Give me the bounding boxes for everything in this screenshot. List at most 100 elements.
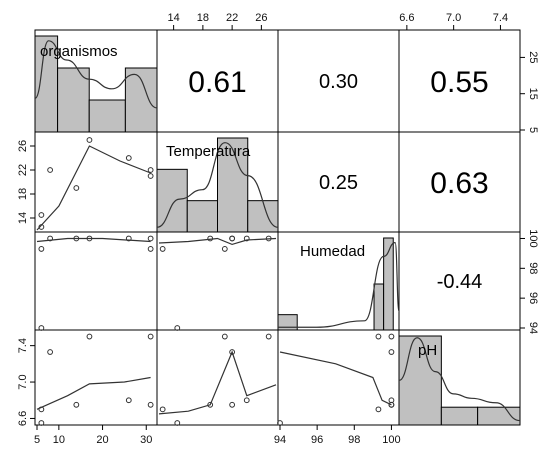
hist-bar-Temperatura-2 (217, 137, 249, 233)
panel-0-1 (156, 29, 279, 133)
tick-label: 96 (311, 434, 323, 446)
tick-label: 6.6 (17, 411, 29, 426)
panel-0-3 (398, 29, 521, 133)
variable-label-organismos: organismos (40, 43, 118, 60)
tick-label: 7.0 (17, 374, 29, 389)
scatter-point (86, 333, 93, 340)
panel-3-0 (34, 329, 158, 426)
scatter-point (174, 420, 181, 426)
scatter-point (147, 235, 154, 242)
scatter-point (229, 349, 236, 355)
variable-label-Temperatura: Temperatura (166, 143, 251, 160)
scatter-point (159, 246, 166, 252)
scatter-point (38, 246, 45, 252)
scatter-point (243, 397, 250, 404)
panel-1-0 (34, 131, 158, 233)
panel-2-0 (34, 231, 158, 331)
scatter-point (47, 167, 54, 173)
scatter-point (207, 401, 214, 408)
tick-label: 94 (274, 434, 286, 446)
scatter-point (159, 406, 166, 413)
hist-bar-pH-1 (440, 406, 479, 426)
scatter-point (221, 246, 228, 252)
scatter-point (147, 173, 154, 179)
scatter-point (47, 235, 54, 242)
tick-label: 22 (17, 164, 29, 176)
smooth-line (158, 350, 277, 415)
scatter-point (375, 333, 382, 340)
panel-1-2 (277, 131, 400, 233)
smooth-line (36, 145, 151, 231)
scatter-panel-3-1 (158, 333, 277, 426)
tick-label: 10 (53, 434, 65, 446)
smooth-line (36, 376, 151, 410)
tick-label: 94 (527, 322, 539, 334)
scatter-point (73, 185, 80, 191)
panel-3-1 (156, 329, 279, 426)
hist-bar-Humedad-2 (373, 283, 385, 331)
tick-label: 30 (140, 434, 152, 446)
hist-bar-organismos-1 (57, 67, 90, 133)
tick-label: 6.6 (399, 12, 414, 24)
correlation-value: 0.55 (430, 66, 488, 99)
hist-bar-organismos-2 (88, 99, 126, 133)
tick-label: 20 (96, 434, 108, 446)
scatter-panel-2-1 (158, 235, 277, 331)
variable-label-pH: pH (418, 342, 437, 359)
tick-label: 26 (255, 12, 267, 24)
scatter-point (221, 333, 228, 340)
tick-label: 22 (226, 12, 238, 24)
correlation-value: 0.30 (319, 71, 358, 93)
scatter-point (38, 420, 45, 426)
tick-label: 98 (527, 262, 539, 274)
scatter-point (147, 333, 154, 340)
scatter-point (174, 325, 181, 331)
scatter-point (375, 406, 382, 413)
tick-label: 18 (17, 188, 29, 200)
tick-label: 5 (527, 127, 539, 133)
smooth-line (36, 237, 151, 243)
scatter-point (229, 401, 236, 408)
scatter-point (265, 333, 272, 340)
tick-label: 7.4 (17, 338, 29, 353)
tick-label: 7.0 (446, 12, 461, 24)
scatter-point (388, 401, 395, 408)
density-curve-organismos (34, 40, 158, 109)
tick-label: 18 (197, 12, 209, 24)
correlation-value: -0.44 (437, 271, 483, 293)
scatter-point (38, 325, 45, 331)
hist-bar-Humedad-3 (383, 237, 394, 331)
scatter-point (73, 401, 80, 408)
smooth-line (279, 351, 392, 406)
scatter-panel-1-0 (36, 137, 154, 231)
scatter-panel-2-0 (36, 235, 154, 331)
panel-3-2 (277, 329, 400, 426)
density-curve-pH (398, 337, 521, 422)
scatter-point (86, 137, 93, 143)
scatter-panel-3-0 (36, 333, 154, 426)
tick-label: 96 (527, 292, 539, 304)
correlation-value: 0.63 (430, 167, 488, 200)
scatter-point (229, 235, 236, 242)
tick-label: 14 (168, 12, 180, 24)
hist-bar-Temperatura-3 (247, 200, 279, 233)
tick-label: 7.4 (493, 12, 508, 24)
tick-label: 5 (34, 434, 40, 446)
correlation-value: 0.61 (188, 66, 246, 99)
correlation-value: 0.25 (319, 172, 358, 194)
hist-bar-Temperatura-1 (186, 200, 218, 233)
scatter-point (47, 349, 54, 355)
scatter-point (388, 333, 395, 340)
hist-bar-Humedad-0 (277, 314, 298, 331)
tick-label: 98 (348, 434, 360, 446)
tick-label: 100 (382, 434, 400, 446)
scatter-point (125, 235, 132, 242)
tick-label: 26 (17, 140, 29, 152)
scatter-point (125, 155, 132, 161)
tick-label: 100 (527, 229, 539, 247)
tick-label: 14 (17, 212, 29, 224)
tick-label: 15 (527, 88, 539, 100)
hist-bar-pH-2 (477, 406, 521, 426)
scatter-point (147, 401, 154, 408)
tick-label: 25 (527, 51, 539, 63)
